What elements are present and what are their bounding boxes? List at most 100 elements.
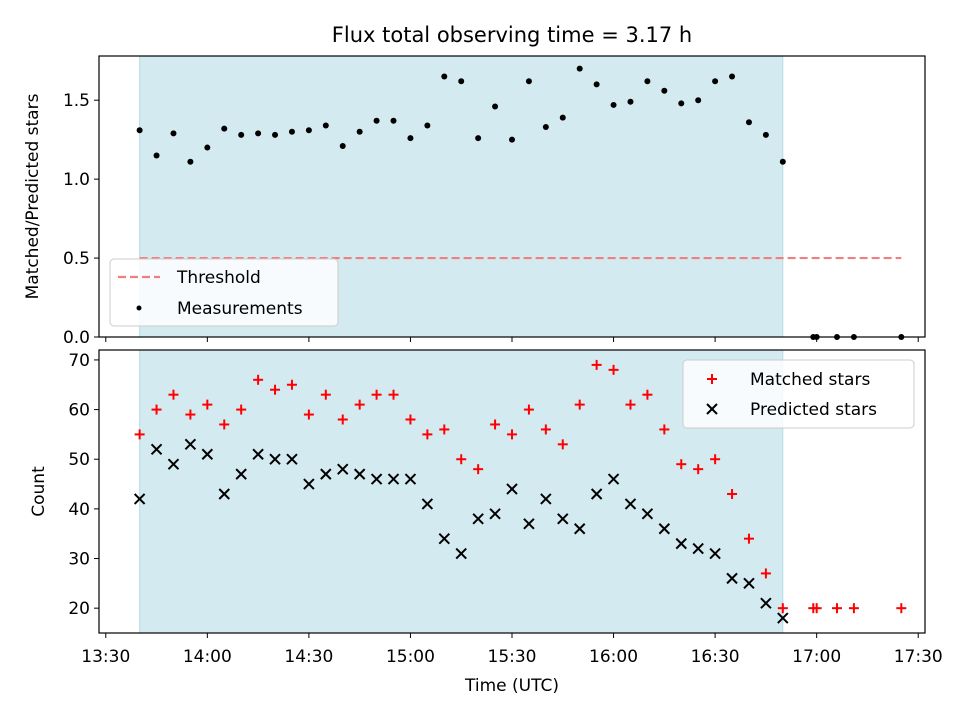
data-point-stroke	[489, 508, 501, 520]
data-point	[472, 513, 484, 525]
y-tick-label: 1.5	[63, 91, 90, 111]
data-point	[743, 533, 754, 544]
data-point	[303, 478, 315, 490]
y-tick-label: 1.0	[63, 170, 90, 190]
data-point-stroke	[167, 458, 180, 470]
data-point-stroke	[218, 488, 230, 500]
data-point-stroke	[726, 572, 738, 585]
data-point	[238, 131, 245, 138]
data-point	[659, 424, 670, 435]
data-point	[286, 453, 298, 465]
data-point	[458, 78, 465, 85]
data-point	[387, 473, 400, 485]
data-point	[187, 158, 194, 165]
data-point	[404, 473, 417, 485]
x-tick-label: 15:00	[386, 647, 435, 667]
y-axis-label: Count	[29, 466, 49, 517]
data-point	[624, 498, 637, 510]
data-point	[184, 438, 197, 451]
data-point-stroke	[252, 448, 264, 460]
data-point	[320, 468, 332, 480]
data-point	[337, 463, 349, 475]
data-point	[608, 364, 619, 375]
legend-predicted-label: Predicted stars	[750, 400, 877, 420]
data-point	[136, 127, 143, 134]
data-point	[607, 473, 620, 485]
data-point	[710, 454, 721, 465]
data-point	[642, 389, 653, 400]
data-point-stroke	[777, 612, 789, 624]
data-point-stroke	[421, 498, 434, 510]
data-point	[779, 158, 786, 165]
data-point	[675, 537, 687, 550]
data-point	[185, 409, 196, 420]
data-point-stroke	[675, 537, 687, 550]
data-point	[339, 142, 346, 149]
data-point	[170, 130, 177, 137]
x-tick-label: 17:30	[894, 647, 943, 667]
data-point-stroke	[658, 523, 671, 535]
x-tick-label: 13:30	[81, 647, 130, 667]
data-point	[695, 97, 702, 104]
data-point	[441, 73, 448, 80]
x-tick-label: 16:00	[589, 647, 638, 667]
data-point	[455, 547, 467, 560]
data-point	[726, 572, 738, 585]
data-point	[219, 419, 230, 430]
data-point-stroke	[286, 453, 298, 465]
legend-matched-label: Matched stars	[750, 370, 870, 390]
data-point	[235, 468, 247, 480]
data-point	[134, 429, 145, 440]
y-tick-label: 60	[68, 401, 90, 421]
data-point	[202, 399, 213, 410]
data-point	[559, 114, 566, 121]
data-point	[540, 424, 551, 435]
legend-measurements-swatch	[136, 305, 142, 311]
x-tick-label: 15:30	[488, 647, 537, 667]
data-point	[777, 612, 789, 624]
count-panel: 20 30 40 50 60 70 13:30 14:00 14:30 15:00 15:30 16:…	[29, 349, 943, 667]
x-tick-label: 17:00	[792, 647, 841, 667]
data-point	[218, 488, 230, 500]
data-point	[456, 454, 467, 465]
data-point	[525, 78, 532, 85]
data-point	[373, 117, 380, 124]
data-point	[573, 523, 586, 535]
data-point	[523, 404, 534, 415]
data-point	[201, 448, 214, 460]
series-matched-stars	[134, 359, 907, 614]
data-point-stroke	[607, 473, 620, 485]
data-point-stroke	[337, 463, 349, 475]
data-point-stroke	[235, 468, 247, 480]
data-point	[288, 128, 295, 135]
data-point	[492, 103, 499, 110]
data-point-stroke	[133, 493, 146, 505]
y-tick-label: 0.0	[63, 328, 90, 348]
data-point	[475, 135, 482, 142]
data-point-stroke	[184, 438, 197, 451]
data-point	[405, 414, 416, 425]
data-point	[204, 144, 211, 151]
data-point	[760, 568, 771, 579]
data-point	[438, 532, 451, 545]
data-point	[286, 379, 297, 390]
legend: Matched stars Predicted stars	[682, 359, 915, 429]
data-point	[253, 374, 264, 385]
legend-threshold-label: Threshold	[176, 268, 261, 288]
data-point	[727, 488, 738, 499]
data-point	[236, 404, 247, 415]
data-point	[221, 125, 228, 132]
data-point	[676, 459, 687, 470]
data-point	[153, 152, 160, 159]
data-point	[574, 399, 585, 410]
data-point	[678, 100, 685, 107]
data-point	[743, 577, 755, 590]
data-point	[270, 384, 281, 395]
data-point	[354, 399, 365, 410]
data-point	[729, 73, 736, 80]
data-point-stroke	[557, 513, 569, 525]
data-point	[150, 443, 163, 456]
data-point	[490, 419, 501, 430]
data-point	[422, 429, 433, 440]
